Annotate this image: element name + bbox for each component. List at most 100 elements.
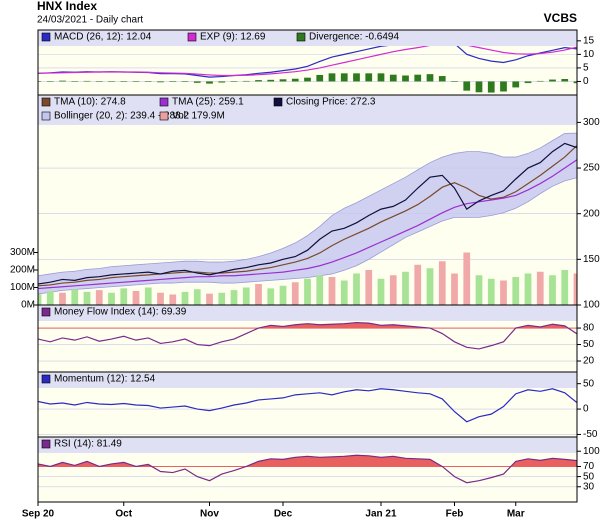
overbought-fill <box>38 455 577 467</box>
bar <box>181 81 189 82</box>
legend-label: Divergence: -0.6494 <box>309 32 399 43</box>
bollinger-band <box>38 133 577 295</box>
band-lower <box>38 177 577 295</box>
bar <box>463 252 471 305</box>
bar <box>193 289 201 305</box>
bar <box>291 282 299 305</box>
legend-swatch <box>296 32 306 42</box>
bar <box>512 277 520 305</box>
series-line <box>38 159 577 290</box>
y2-tick-label: 100M <box>10 282 35 293</box>
bar <box>512 81 520 88</box>
source: VCBS <box>544 11 577 25</box>
bar <box>500 280 507 305</box>
legend-background <box>38 372 577 388</box>
x-tick-label: Dec <box>274 509 293 520</box>
series-line <box>38 388 577 423</box>
legend-swatch <box>41 32 51 42</box>
y-tick-label: 200 <box>583 208 600 219</box>
legend-swatch <box>159 97 169 107</box>
x-tick-label: Oct <box>115 509 132 520</box>
legend-swatch <box>41 97 51 107</box>
y-tick-label: 250 <box>583 163 600 174</box>
overbought-fill <box>258 322 569 329</box>
x-tick-label: Feb <box>446 509 464 520</box>
bar <box>193 81 201 83</box>
bar <box>402 271 409 305</box>
bar <box>500 81 507 92</box>
y-tick-label: 80 <box>583 323 595 334</box>
bar <box>438 261 446 305</box>
legend-label: Money Flow Index (14): 69.39 <box>54 307 187 318</box>
bar <box>414 264 422 305</box>
series-line <box>38 142 577 285</box>
series-line <box>38 42 577 77</box>
bar <box>487 81 495 93</box>
legend-label: TMA (25): 259.1 <box>172 97 244 108</box>
bar <box>71 81 79 82</box>
bar <box>157 81 164 83</box>
bar <box>95 290 103 305</box>
legend-label: Bollinger (20, 2): 239.4 - 288.2 <box>54 111 190 122</box>
bar <box>242 287 250 305</box>
y2-tick-label: 300M <box>10 247 35 258</box>
bar <box>426 74 434 82</box>
bar <box>83 80 91 82</box>
bar <box>536 271 544 305</box>
bar <box>328 73 336 82</box>
y-tick-label: 15 <box>583 35 595 46</box>
bar <box>438 76 446 82</box>
bar <box>549 275 556 305</box>
legend-swatch <box>41 111 51 121</box>
bar <box>291 78 299 82</box>
bar <box>328 277 336 305</box>
bar <box>206 81 213 84</box>
series-line <box>38 454 577 484</box>
y-tick-label: 70 <box>583 461 595 472</box>
bar <box>169 294 177 305</box>
bar <box>475 81 483 93</box>
bar <box>463 81 471 91</box>
bar <box>573 273 577 305</box>
legend-label: Vol: 179.9M <box>172 111 225 122</box>
bar <box>340 280 348 305</box>
x-tick-label: Nov <box>200 509 219 520</box>
x-tick-label: Sep 20 <box>22 509 55 520</box>
bar <box>120 81 128 82</box>
legend-background <box>38 95 577 125</box>
bar <box>365 270 373 305</box>
chart-subtitle: 24/03/2021 - Daily chart <box>37 15 143 26</box>
bar <box>365 73 373 82</box>
bar <box>451 81 458 82</box>
bar <box>230 81 238 82</box>
legend-background <box>38 305 577 321</box>
legend-label: Closing Price: 272.3 <box>286 97 376 108</box>
bar <box>316 275 324 305</box>
bar <box>108 292 115 305</box>
y-tick-label: 5 <box>583 63 589 74</box>
legend-label: RSI (14): 81.49 <box>54 439 122 450</box>
panel-border <box>37 436 578 503</box>
bar <box>108 81 115 82</box>
bar <box>267 288 275 305</box>
legend-label: EXP (9): 12.69 <box>200 32 266 43</box>
bar <box>304 77 311 82</box>
bar <box>242 80 250 82</box>
bar <box>38 294 42 305</box>
y2-tick-label: 200M <box>10 265 35 276</box>
bar <box>46 81 54 82</box>
legend-swatch <box>187 32 197 42</box>
bar <box>414 74 422 82</box>
bar <box>144 81 152 82</box>
bar <box>377 278 385 305</box>
y-tick-label: -50 <box>583 429 598 440</box>
bar <box>218 292 226 305</box>
bar <box>389 74 397 82</box>
bar <box>561 79 569 82</box>
bar <box>59 292 66 305</box>
y-tick-label: 50 <box>583 339 595 350</box>
panel-plot <box>38 321 577 362</box>
bar <box>181 291 189 305</box>
bar <box>218 81 226 83</box>
bar <box>402 75 409 82</box>
